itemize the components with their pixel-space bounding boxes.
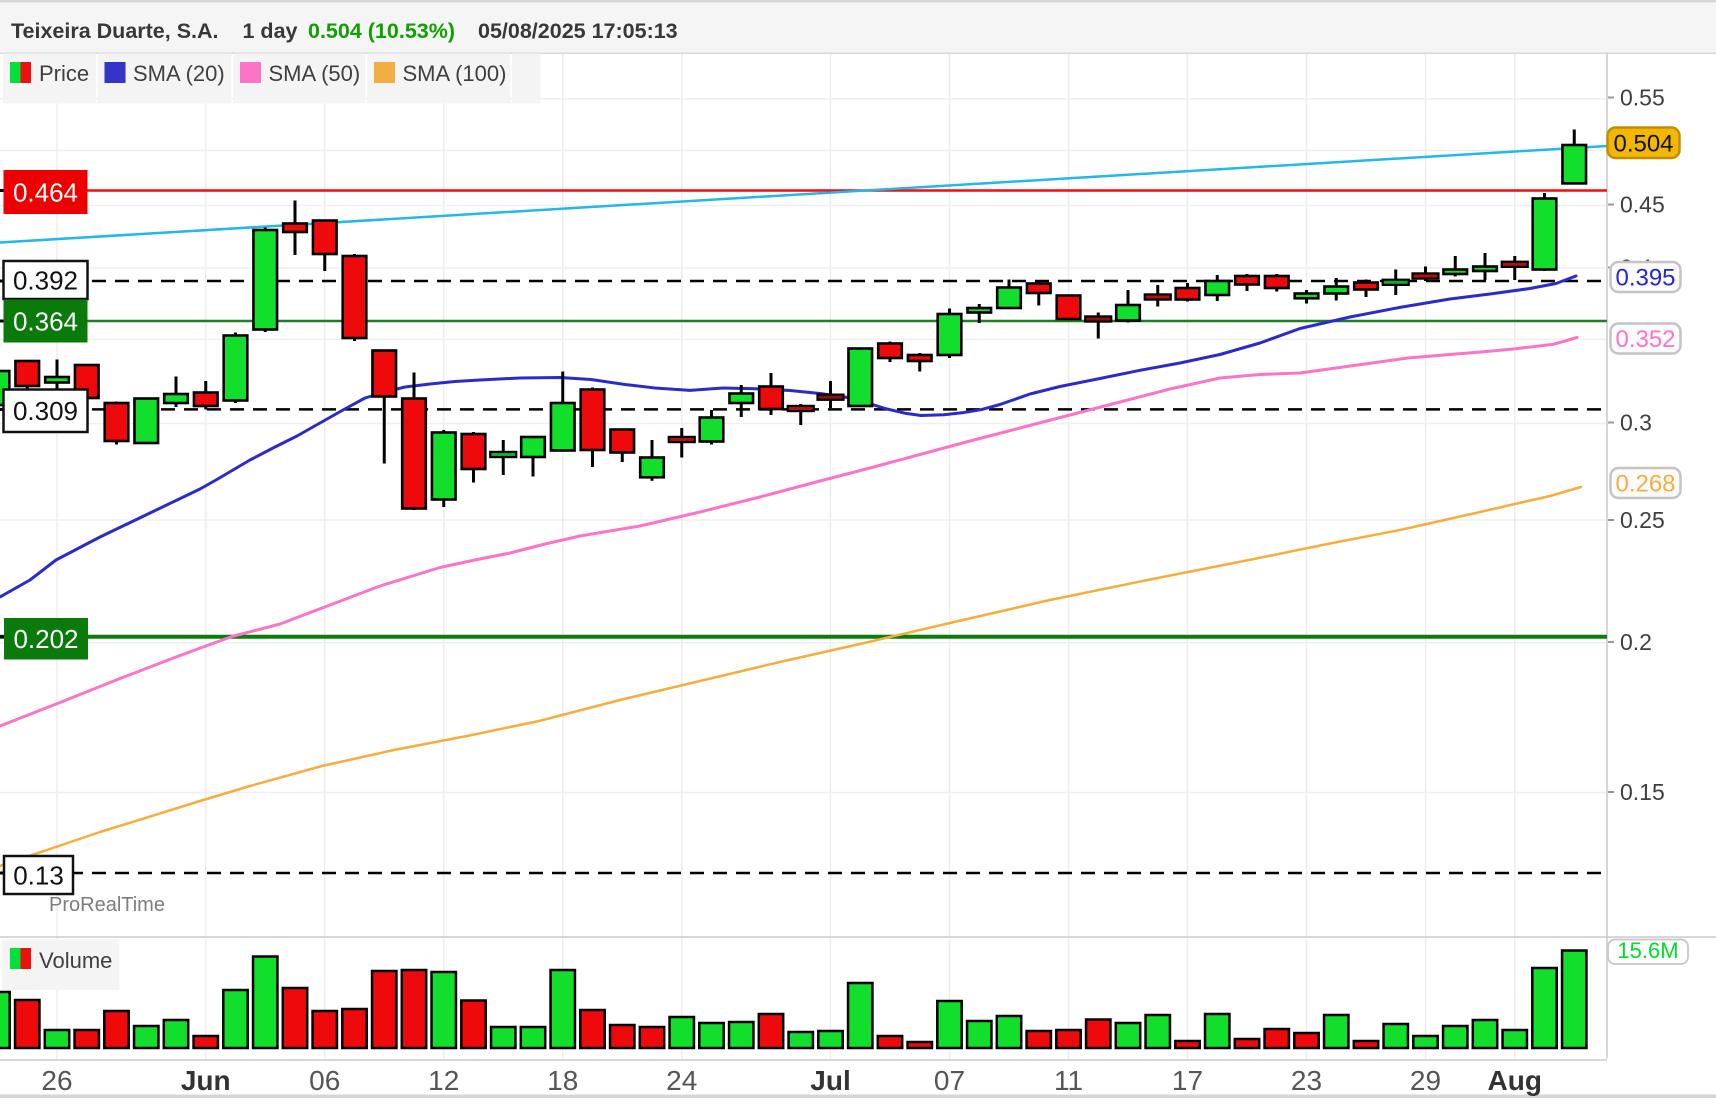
svg-text:0.45: 0.45: [1620, 192, 1665, 218]
svg-text:0.364: 0.364: [13, 306, 78, 336]
svg-text:0.504: 0.504: [1613, 130, 1673, 157]
svg-text:0.2: 0.2: [1620, 629, 1652, 655]
svg-text:29: 29: [1410, 1065, 1441, 1096]
svg-text:0.13: 0.13: [13, 860, 64, 890]
svg-text:Volume: Volume: [39, 948, 112, 973]
svg-text:0.352: 0.352: [1615, 326, 1675, 353]
svg-text:Jul: Jul: [810, 1065, 850, 1096]
svg-text:18: 18: [547, 1065, 578, 1096]
svg-text:0.504 (10.53%): 0.504 (10.53%): [308, 19, 455, 43]
svg-text:05/08/2025 17:05:13: 05/08/2025 17:05:13: [478, 19, 678, 43]
svg-text:26: 26: [41, 1065, 72, 1096]
svg-text:07: 07: [934, 1065, 965, 1096]
svg-text:ProRealTime: ProRealTime: [49, 894, 165, 916]
svg-text:SMA (100): SMA (100): [403, 61, 507, 86]
svg-text:0.3: 0.3: [1620, 410, 1652, 436]
svg-text:06: 06: [309, 1065, 340, 1096]
svg-text:Jun: Jun: [181, 1065, 231, 1096]
svg-text:0.392: 0.392: [13, 265, 78, 295]
svg-text:Aug: Aug: [1488, 1065, 1542, 1096]
svg-text:0.395: 0.395: [1615, 265, 1675, 292]
svg-text:0.268: 0.268: [1615, 471, 1675, 498]
svg-text:0.55: 0.55: [1620, 85, 1665, 111]
svg-text:23: 23: [1291, 1065, 1322, 1096]
svg-text:Price: Price: [39, 61, 89, 86]
svg-text:0.15: 0.15: [1620, 779, 1665, 805]
svg-text:11: 11: [1054, 1065, 1083, 1096]
svg-text:0.25: 0.25: [1620, 507, 1665, 533]
svg-text:1 day: 1 day: [243, 19, 298, 43]
svg-text:0.202: 0.202: [13, 624, 78, 654]
svg-text:Teixeira Duarte, S.A.: Teixeira Duarte, S.A.: [11, 19, 219, 43]
svg-text:0.464: 0.464: [13, 177, 78, 207]
svg-text:15.6M: 15.6M: [1617, 938, 1678, 963]
svg-text:24: 24: [666, 1065, 697, 1096]
svg-text:SMA (20): SMA (20): [133, 61, 225, 86]
svg-text:17: 17: [1172, 1065, 1203, 1096]
svg-text:12: 12: [428, 1065, 459, 1096]
svg-text:SMA (50): SMA (50): [269, 61, 361, 86]
svg-text:0.309: 0.309: [13, 396, 78, 426]
